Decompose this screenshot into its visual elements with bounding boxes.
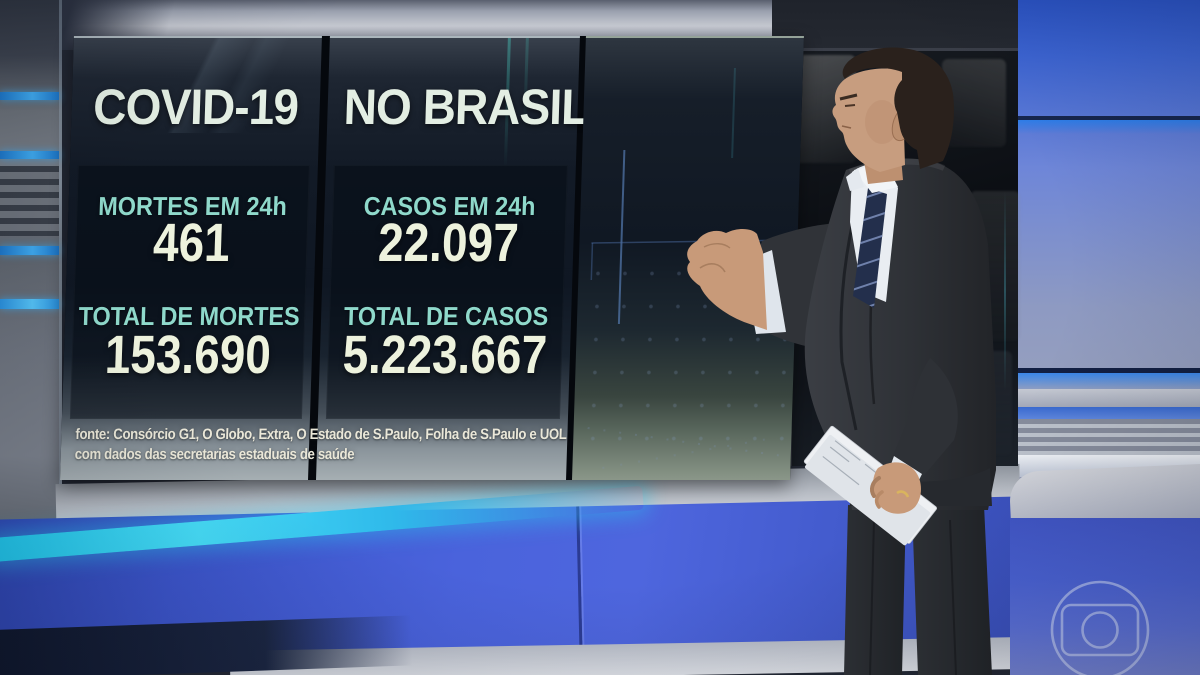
globo-logo-icon xyxy=(1050,580,1150,675)
board-title-left: COVID-19 xyxy=(92,79,300,135)
wall-slats xyxy=(0,166,59,236)
news-anchor xyxy=(687,47,996,675)
floor-right-blue xyxy=(1010,518,1200,675)
wall-slats xyxy=(1018,419,1200,455)
panel-mortes: COVID-19 MORTES EM 24h 461 TOTAL DE MORT… xyxy=(60,36,322,480)
led-strip xyxy=(0,299,59,309)
panel-chart-dim xyxy=(572,36,804,480)
source-line-1: fonte: Consórcio G1, O Globo, Extra, O E… xyxy=(75,426,567,443)
led-glow xyxy=(1018,120,1200,134)
wall-groove xyxy=(1018,116,1200,120)
led-strip xyxy=(0,246,59,255)
source-text: fonte: Consórcio G1, O Globo, Extra, O E… xyxy=(75,425,604,464)
led-strip xyxy=(1018,407,1200,419)
faint-chart xyxy=(587,68,798,469)
notes-paper xyxy=(803,425,937,546)
led-glow xyxy=(1018,373,1200,389)
wall-band xyxy=(1018,389,1200,407)
anchor-left-hand xyxy=(869,462,921,514)
led-strip xyxy=(0,92,59,100)
panel-casos: NO BRASIL CASOS EM 24h 22.097 TOTAL DE C… xyxy=(316,36,590,480)
left-wall xyxy=(0,0,62,556)
riser-seam xyxy=(576,506,583,663)
anchor-head xyxy=(832,47,954,184)
stat-value: 5.223.667 xyxy=(341,325,548,385)
led-strip xyxy=(0,151,59,159)
board-title-right: NO BRASIL xyxy=(342,79,590,135)
stat-value: 153.690 xyxy=(104,325,272,385)
anchor-legs xyxy=(844,505,992,675)
stat-value: 461 xyxy=(152,213,231,273)
source-line-2: com dados das secretarias estaduais de s… xyxy=(74,445,355,463)
wall-groove xyxy=(1018,368,1200,373)
covid-video-wall: COVID-19 MORTES EM 24h 461 TOTAL DE MORT… xyxy=(60,36,804,480)
screen-streak xyxy=(1004,191,1006,391)
stat-value: 22.097 xyxy=(377,213,520,273)
